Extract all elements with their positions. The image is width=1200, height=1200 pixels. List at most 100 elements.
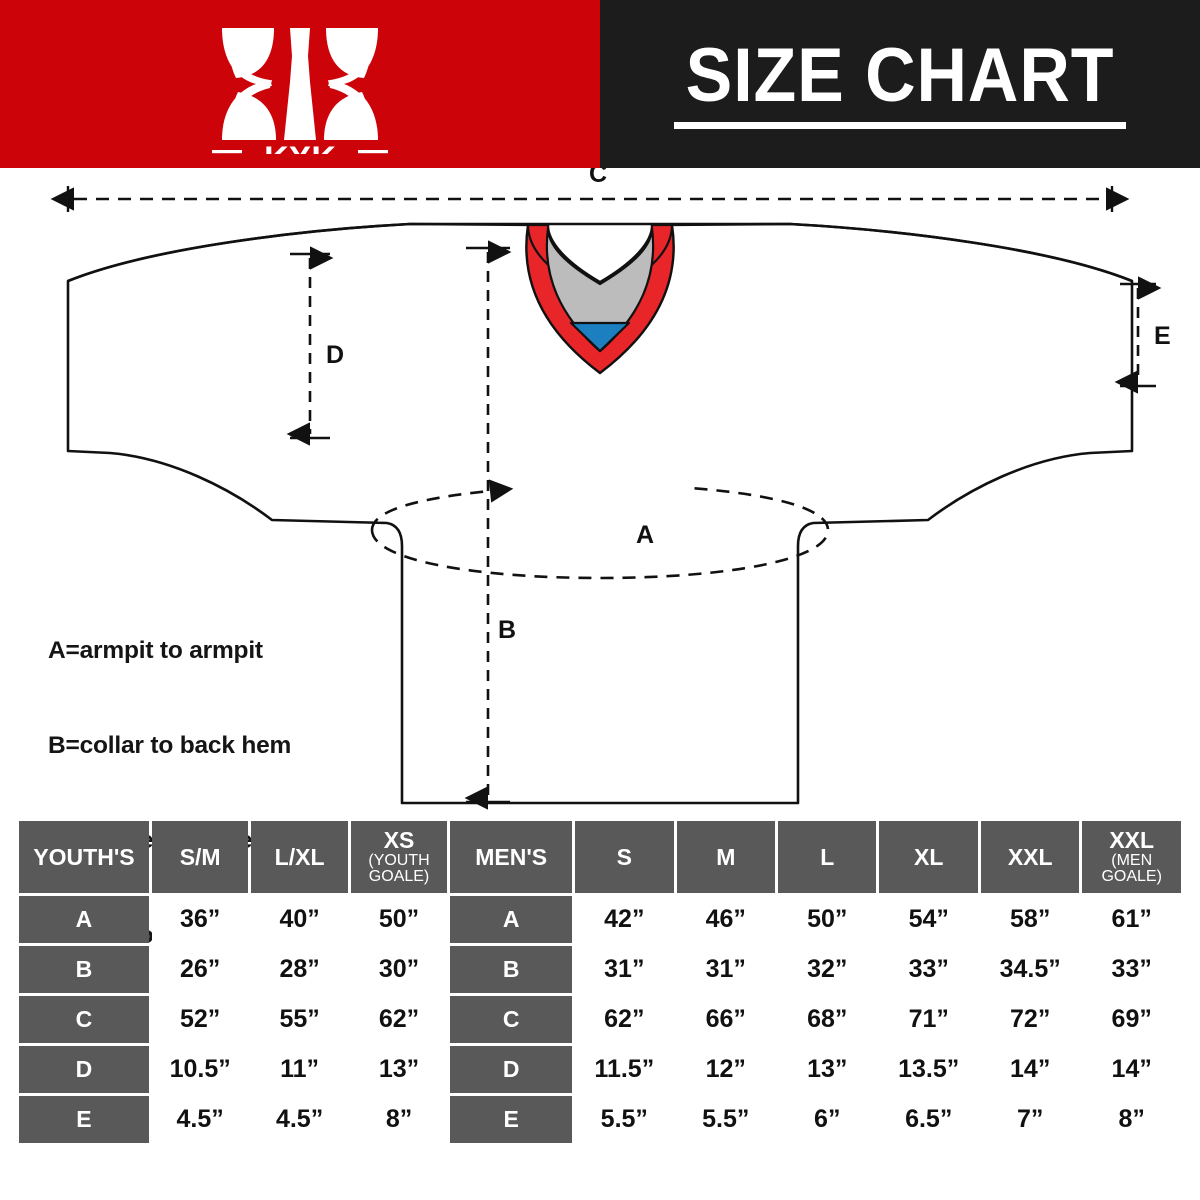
size-table: YOUTH'S S/M L/XL XS (YOUTH GOALE) MEN'S S M L XL X… xyxy=(16,818,1184,1146)
dimension-label-c: C xyxy=(589,168,607,188)
cell-youth-1: 4.5” xyxy=(251,1096,348,1143)
cell-mens-1: 31” xyxy=(676,946,776,993)
table-row: C 52” 55” 62” C 62” 66” 68” 71” 72” 69” xyxy=(19,996,1181,1043)
legend-line-b: B=collar to back hem xyxy=(48,731,292,759)
cell-mens-0: 11.5” xyxy=(575,1046,674,1093)
col-header-main: YOUTH'S xyxy=(33,843,135,870)
title-panel: SIZE CHART xyxy=(600,0,1200,168)
dimension-b: B xyxy=(464,240,516,810)
cell-youth-0: 36” xyxy=(151,896,249,943)
collar-gray-inner xyxy=(545,226,655,353)
table-header-row: YOUTH'S S/M L/XL XS (YOUTH GOALE) MEN'S S M L XL X… xyxy=(19,821,1181,893)
table-row: A 36” 40” 50” A 42” 46” 50” 54” 58” 61” xyxy=(19,896,1181,943)
cell-youth-0: 10.5” xyxy=(151,1046,249,1093)
row-label-mens: A xyxy=(450,896,573,943)
cell-mens-3: 54” xyxy=(879,896,978,943)
col-header-6: M xyxy=(676,821,776,893)
table-row: D 10.5” 11” 13” D 11.5” 12” 13” 13.5” 14” 14” xyxy=(19,1046,1181,1093)
col-header-1: S/M xyxy=(151,821,249,893)
brand-panel: KXK xyxy=(0,0,600,178)
cell-youth-2: 62” xyxy=(350,996,448,1043)
cell-youth-2: 30” xyxy=(350,946,448,993)
col-header-5: S xyxy=(575,821,674,893)
col-header-main: L xyxy=(820,843,835,870)
cell-youth-1: 28” xyxy=(251,946,348,993)
cell-mens-2: 32” xyxy=(778,946,877,993)
col-header-0: YOUTH'S xyxy=(19,821,149,893)
col-header-main: S xyxy=(616,843,632,870)
cell-mens-5: 14” xyxy=(1082,1046,1181,1093)
col-header-main: MEN'S xyxy=(475,843,548,870)
size-table-head: YOUTH'S S/M L/XL XS (YOUTH GOALE) MEN'S S M L XL X… xyxy=(19,821,1181,893)
size-table-body: A 36” 40” 50” A 42” 46” 50” 54” 58” 61” B 26” 28” 30” B… xyxy=(19,896,1181,1143)
legend-line-a: A=armpit to armpit xyxy=(48,637,263,665)
col-header-main: M xyxy=(716,843,736,870)
cell-mens-1: 46” xyxy=(676,896,776,943)
cell-mens-2: 13” xyxy=(778,1046,877,1093)
col-header-9: XXL xyxy=(980,821,1080,893)
col-header-2: L/XL xyxy=(251,821,348,893)
col-header-main: XXL xyxy=(1109,827,1155,854)
table-row: B 26” 28” 30” B 31” 31” 32” 33” 34.5” 33” xyxy=(19,946,1181,993)
cell-youth-0: 26” xyxy=(151,946,249,993)
jersey-diagram: C xyxy=(0,168,1200,1043)
dimension-d: D xyxy=(286,246,344,446)
cell-mens-0: 31” xyxy=(575,946,674,993)
cell-youth-1: 40” xyxy=(251,896,348,943)
cell-mens-1: 66” xyxy=(676,996,776,1043)
cell-mens-5: 69” xyxy=(1082,996,1181,1043)
cell-youth-0: 4.5” xyxy=(151,1096,249,1143)
cell-mens-2: 50” xyxy=(778,896,877,943)
cell-youth-2: 50” xyxy=(350,896,448,943)
collar-blue-accent xyxy=(569,321,631,353)
col-header-7: L xyxy=(778,821,877,893)
cell-youth-2: 13” xyxy=(350,1046,448,1093)
dimension-label-a: A xyxy=(636,521,654,549)
dimension-e: E xyxy=(1114,276,1171,394)
shoulder-seams xyxy=(67,222,1133,283)
dimension-label-d: D xyxy=(326,341,344,369)
cell-mens-3: 6.5” xyxy=(879,1096,978,1143)
col-header-sub: (YOUTH GOALE) xyxy=(368,851,430,886)
cell-youth-1: 11” xyxy=(251,1046,348,1093)
cell-mens-3: 71” xyxy=(879,996,978,1043)
row-label-youth: D xyxy=(19,1046,149,1093)
cell-mens-5: 61” xyxy=(1082,896,1181,943)
row-label-youth: E xyxy=(19,1096,149,1143)
row-label-youth: C xyxy=(19,996,149,1043)
cell-mens-0: 62” xyxy=(575,996,674,1043)
page-header: KXK SIZE CHART xyxy=(0,0,1200,178)
col-header-3: XS (YOUTH GOALE) xyxy=(350,821,448,893)
dimension-c: C xyxy=(50,168,1130,212)
cell-mens-0: 42” xyxy=(575,896,674,943)
cell-mens-0: 5.5” xyxy=(575,1096,674,1143)
cell-mens-4: 7” xyxy=(980,1096,1080,1143)
col-header-sub: (MEN GOALE) xyxy=(1101,851,1162,886)
row-label-mens: C xyxy=(450,996,573,1043)
kxk-wordmark: KXK xyxy=(264,140,336,154)
cell-mens-4: 34.5” xyxy=(980,946,1080,993)
kxk-logo: KXK xyxy=(200,14,400,178)
cell-mens-1: 5.5” xyxy=(676,1096,776,1143)
dimension-label-e: E xyxy=(1154,322,1171,350)
size-table-wrap: YOUTH'S S/M L/XL XS (YOUTH GOALE) MEN'S S M L XL X… xyxy=(16,818,1184,1146)
jersey-collar xyxy=(525,223,675,375)
row-label-mens: B xyxy=(450,946,573,993)
dimension-a: A xyxy=(370,479,830,580)
cell-mens-2: 6” xyxy=(778,1096,877,1143)
dimension-label-b: B xyxy=(498,616,516,644)
page-title: SIZE CHART xyxy=(685,32,1115,118)
cell-mens-5: 8” xyxy=(1082,1096,1181,1143)
col-header-main: S/M xyxy=(179,843,221,870)
col-header-main: XL xyxy=(914,843,944,870)
cell-mens-4: 14” xyxy=(980,1046,1080,1093)
cell-youth-1: 55” xyxy=(251,996,348,1043)
row-label-mens: D xyxy=(450,1046,573,1093)
cell-mens-4: 58” xyxy=(980,896,1080,943)
col-header-main: L/XL xyxy=(274,843,325,870)
row-label-youth: A xyxy=(19,896,149,943)
cell-mens-1: 12” xyxy=(676,1046,776,1093)
col-header-10: XXL (MEN GOALE) xyxy=(1082,821,1181,893)
table-row: E 4.5” 4.5” 8” E 5.5” 5.5” 6” 6.5” 7” 8” xyxy=(19,1096,1181,1143)
